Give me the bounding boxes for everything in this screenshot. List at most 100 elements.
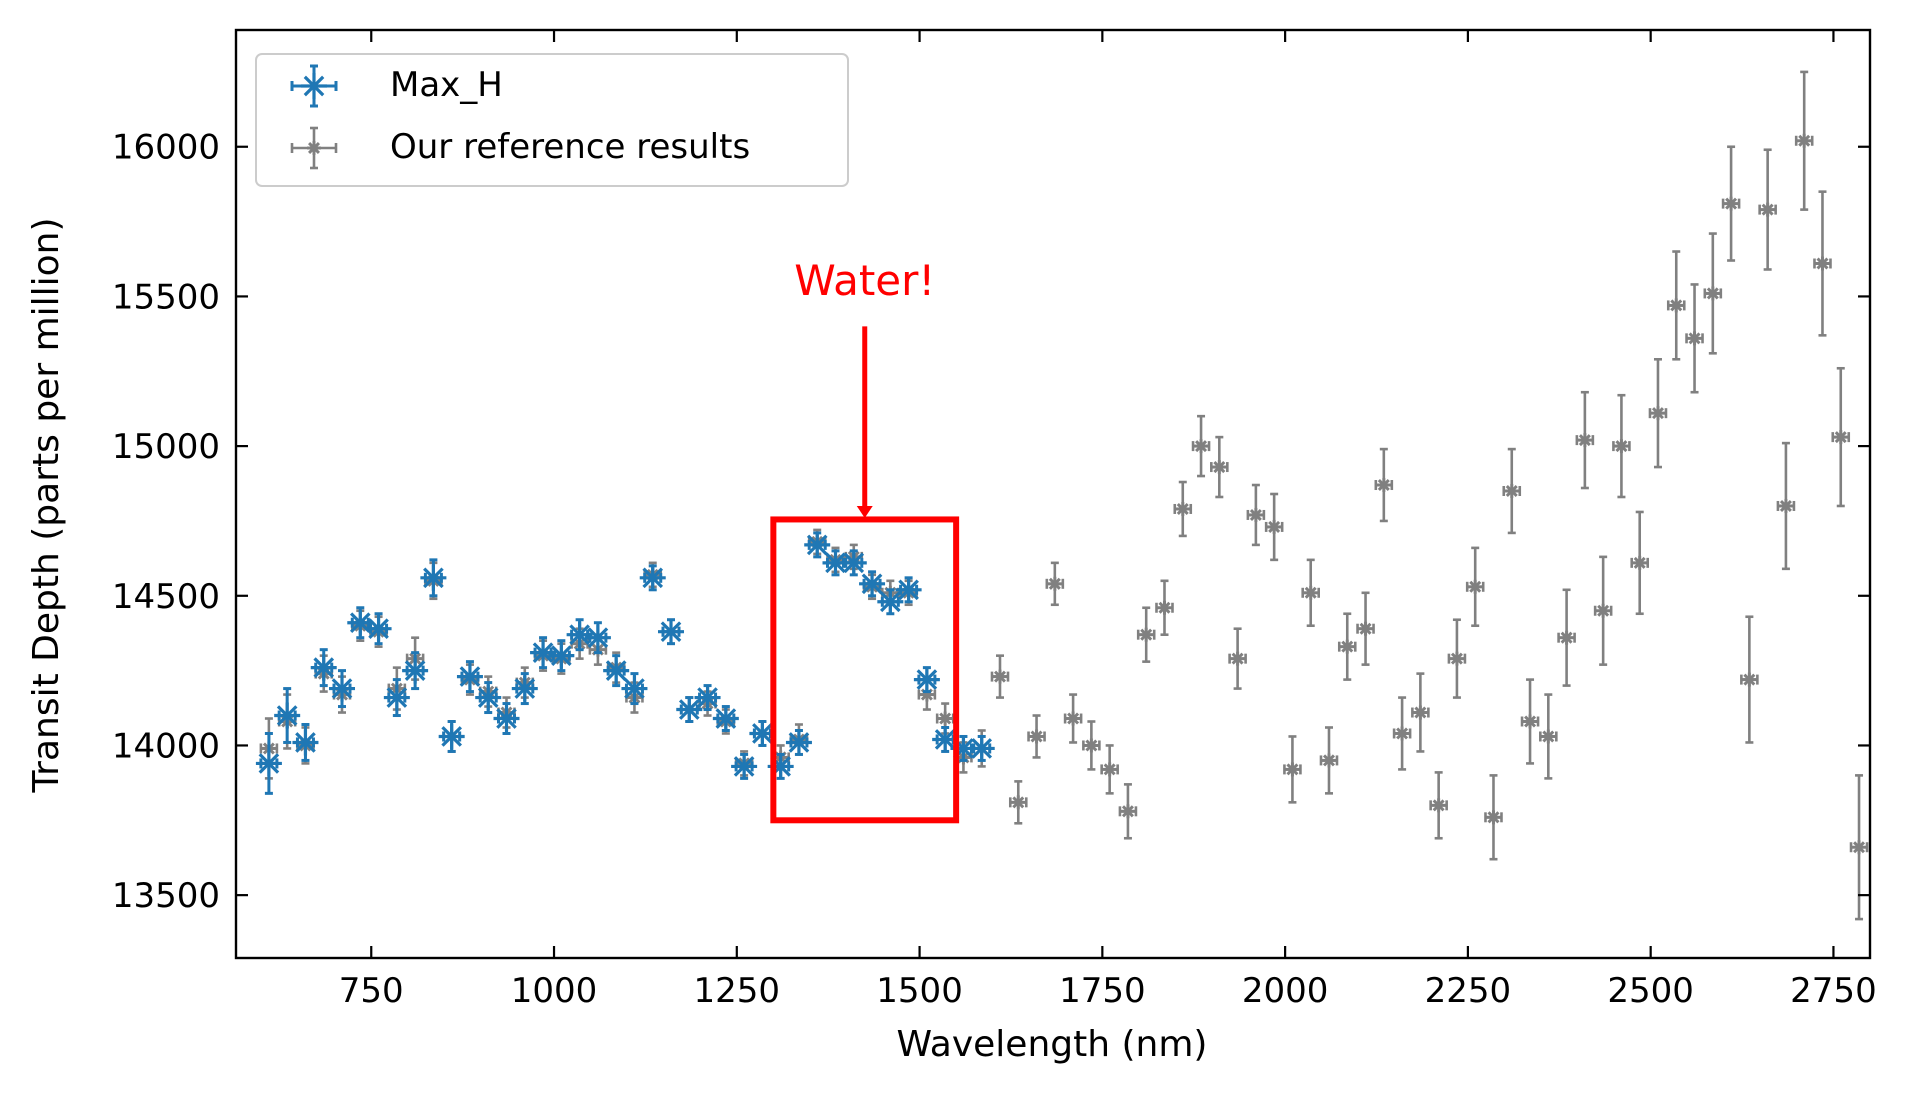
reference-point-59 [1340, 639, 1355, 654]
reference-point-84 [1797, 133, 1812, 148]
max-h-point-29 [785, 729, 812, 756]
reference-point-77 [1669, 298, 1684, 313]
reference-point-44 [1066, 711, 1081, 726]
y-axis-label: Transit Depth (parts per million) [26, 217, 67, 793]
reference-point-66 [1468, 579, 1483, 594]
max-h-point-15 [530, 639, 557, 666]
max-h-point-11 [456, 663, 483, 690]
x-tick-label-3: 1500 [876, 971, 963, 1011]
reference-point-63 [1413, 705, 1428, 720]
max-h-point-19 [603, 657, 630, 684]
max-h-point-7 [383, 684, 410, 711]
reference-point-49 [1157, 600, 1172, 615]
max-h-point-32 [840, 549, 867, 576]
reference-point-81 [1742, 672, 1757, 687]
data-series-layer [255, 70, 1869, 921]
x-tick-label-2: 1250 [694, 971, 781, 1011]
reference-point-83 [1778, 498, 1793, 513]
reference-point-58 [1321, 753, 1336, 768]
legend-frame [255, 53, 849, 187]
annotation-arrow-head [856, 505, 873, 518]
reference-point-67 [1486, 810, 1501, 825]
x-axis-label: Wavelength (nm) [897, 1024, 1208, 1065]
reference-point-43 [1047, 576, 1062, 591]
reference-point-42 [1029, 729, 1044, 744]
max-h-point-16 [548, 642, 575, 669]
reference-point-54 [1248, 507, 1263, 522]
y-tick-label-1: 14000 [112, 726, 220, 766]
max-h-point-39 [968, 735, 995, 762]
max-h-point-26 [731, 753, 758, 780]
reference-point-69 [1523, 714, 1538, 729]
max-h-point-3 [310, 654, 337, 681]
max-h-point-14 [511, 675, 538, 702]
reference-point-40 [992, 669, 1007, 684]
y-tick-label-2: 14500 [112, 577, 220, 617]
max-h-point-20 [621, 675, 648, 702]
reference-point-71 [1559, 630, 1574, 645]
max-h-point-17 [566, 621, 593, 648]
x-tick-label-5: 2000 [1242, 971, 1329, 1011]
axes-layer: 750 1000 1250 1500 1750 2000 2250 2500 2750 13500… [112, 28, 1877, 1011]
reference-point-37 [938, 711, 953, 726]
max-h-point-30 [804, 531, 831, 558]
legend-marker-reference [290, 126, 338, 170]
y-tick-label-4: 15500 [112, 277, 220, 317]
max-h-point-2 [292, 729, 319, 756]
legend-asterisk-1 [307, 141, 321, 155]
reference-point-80 [1724, 196, 1739, 211]
max-h-point-12 [475, 684, 502, 711]
legend-label-reference: Our reference results [390, 127, 750, 167]
annotation-layer: Water! [770, 256, 960, 824]
legend-label-max-h: Max_H [390, 65, 503, 105]
series-max-h [255, 531, 995, 795]
x-tick-label-6: 2250 [1425, 971, 1512, 1011]
y-tick-label-0: 13500 [112, 876, 220, 916]
reference-point-65 [1449, 651, 1464, 666]
max-h-point-9 [420, 564, 447, 591]
legend-marker-max-h [290, 64, 338, 108]
max-h-point-36 [913, 666, 940, 693]
reference-point-60 [1358, 621, 1373, 636]
max-h-point-8 [402, 657, 429, 684]
legend-asterisk-0 [301, 73, 327, 99]
reference-point-62 [1395, 726, 1410, 741]
reference-point-74 [1614, 439, 1629, 454]
max-h-point-1 [274, 702, 301, 729]
max-h-point-4 [329, 675, 356, 702]
reference-point-87 [1852, 840, 1867, 855]
x-tick-label-4: 1750 [1059, 971, 1146, 1011]
reference-point-70 [1541, 729, 1556, 744]
x-tick-label-1: 1000 [511, 971, 598, 1011]
reference-point-57 [1303, 585, 1318, 600]
reference-point-82 [1760, 202, 1775, 217]
max-h-point-35 [895, 576, 922, 603]
annotation-label: Water! [794, 256, 935, 305]
max-h-point-22 [658, 618, 685, 645]
reference-point-79 [1705, 286, 1720, 301]
y-tick-label-3: 15000 [112, 427, 220, 467]
reference-point-47 [1120, 804, 1135, 819]
annotation-box [770, 516, 960, 824]
x-tick-label-7: 2500 [1607, 971, 1694, 1011]
reference-point-45 [1084, 738, 1099, 753]
reference-point-72 [1577, 433, 1592, 448]
legend: Max_H Our reference results [255, 53, 849, 187]
x-tick-label-8: 2750 [1790, 971, 1877, 1011]
reference-point-48 [1139, 627, 1154, 642]
max-h-point-34 [877, 588, 904, 615]
reference-point-75 [1632, 555, 1647, 570]
reference-point-61 [1376, 478, 1391, 493]
max-h-point-24 [694, 684, 721, 711]
max-h-point-25 [712, 705, 739, 732]
max-h-point-0 [255, 750, 282, 777]
reference-point-64 [1431, 798, 1446, 813]
reference-point-46 [1102, 762, 1117, 777]
reference-point-68 [1504, 484, 1519, 499]
reference-point-55 [1267, 519, 1282, 534]
reference-point-51 [1194, 439, 1209, 454]
x-tick-label-0: 750 [339, 971, 404, 1011]
max-h-point-33 [859, 570, 886, 597]
reference-point-41 [1011, 795, 1026, 810]
